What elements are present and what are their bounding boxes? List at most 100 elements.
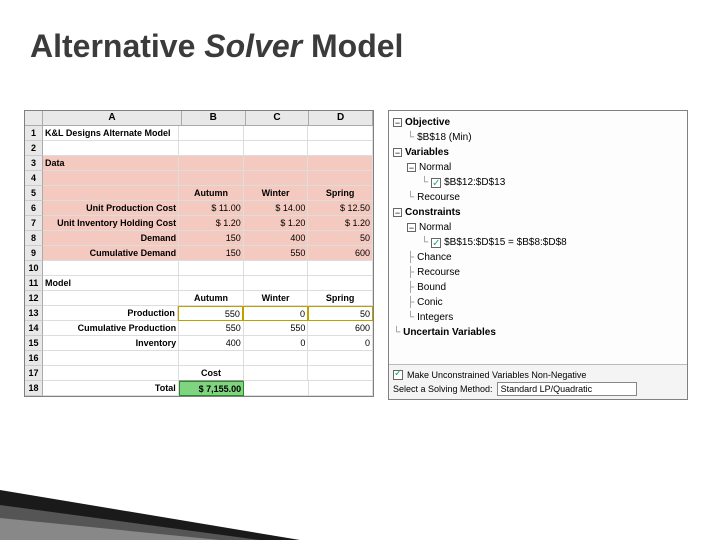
cell-A8[interactable]: Demand xyxy=(43,231,179,246)
row-header[interactable]: 1 xyxy=(25,126,43,141)
tree-variables-normal[interactable]: − Normal xyxy=(393,160,683,175)
cell[interactable] xyxy=(308,261,373,276)
cell-B17[interactable]: Cost xyxy=(179,366,244,381)
row-header[interactable]: 12 xyxy=(25,291,43,306)
row-header[interactable]: 11 xyxy=(25,276,43,291)
tree-recourse2[interactable]: ├ Recourse xyxy=(393,265,683,280)
cell[interactable] xyxy=(43,351,179,366)
cell-D8[interactable]: 50 xyxy=(308,231,373,246)
row-header[interactable]: 3 xyxy=(25,156,43,171)
row-header[interactable]: 14 xyxy=(25,321,43,336)
row-header[interactable]: 5 xyxy=(25,186,43,201)
cell[interactable] xyxy=(179,351,244,366)
cell[interactable] xyxy=(308,156,373,171)
row-header[interactable]: 2 xyxy=(25,141,43,156)
collapse-icon[interactable]: − xyxy=(407,163,416,172)
cell-C7[interactable]: $ 1.20 xyxy=(244,216,309,231)
cell[interactable] xyxy=(179,141,244,156)
tree-variables[interactable]: − Variables xyxy=(393,145,683,160)
row-header[interactable]: 17 xyxy=(25,366,43,381)
cell-D12[interactable]: Spring xyxy=(308,291,373,306)
cell[interactable] xyxy=(244,381,308,396)
cell-B15[interactable]: 400 xyxy=(179,336,244,351)
tree-uncertain[interactable]: └ Uncertain Variables xyxy=(393,325,683,340)
cell-A3[interactable]: Data xyxy=(43,156,179,171)
nonnegative-checkbox[interactable] xyxy=(393,370,403,380)
cell-A11[interactable]: Model xyxy=(43,276,179,291)
cell-C14[interactable]: 550 xyxy=(244,321,309,336)
row-header[interactable]: 6 xyxy=(25,201,43,216)
cell-D7[interactable]: $ 1.20 xyxy=(308,216,373,231)
tree-constraints[interactable]: − Constraints xyxy=(393,205,683,220)
cell[interactable] xyxy=(43,186,179,201)
cell-C5[interactable]: Winter xyxy=(244,186,309,201)
cell-B12[interactable]: Autumn xyxy=(179,291,244,306)
cell-B7[interactable]: $ 1.20 xyxy=(179,216,244,231)
cell-B5[interactable]: Autumn xyxy=(179,186,244,201)
cell-C9[interactable]: 550 xyxy=(244,246,309,261)
cell[interactable] xyxy=(43,291,179,306)
row-header[interactable]: 9 xyxy=(25,246,43,261)
cell-B8[interactable]: 150 xyxy=(179,231,244,246)
cell-B13[interactable]: 550 xyxy=(178,306,243,321)
cell[interactable] xyxy=(244,276,309,291)
cell[interactable] xyxy=(244,171,309,186)
cell-B6[interactable]: $ 11.00 xyxy=(179,201,244,216)
cell-A9[interactable]: Cumulative Demand xyxy=(43,246,179,261)
cell-A13[interactable]: Production xyxy=(43,306,178,321)
cell[interactable] xyxy=(244,156,309,171)
cell[interactable] xyxy=(43,261,179,276)
cell-A6[interactable]: Unit Production Cost xyxy=(43,201,179,216)
col-header-D[interactable]: D xyxy=(309,111,373,125)
cell[interactable] xyxy=(43,141,179,156)
cell-C13[interactable]: 0 xyxy=(243,306,308,321)
cell[interactable] xyxy=(244,141,309,156)
tree-bound[interactable]: ├ Bound xyxy=(393,280,683,295)
cell-D14[interactable]: 600 xyxy=(308,321,373,336)
cell-A18[interactable]: Total xyxy=(43,381,179,396)
tree-conic[interactable]: ├ Conic xyxy=(393,295,683,310)
cell-C8[interactable]: 400 xyxy=(244,231,309,246)
cell-B9[interactable]: 150 xyxy=(179,246,244,261)
cell[interactable] xyxy=(179,156,244,171)
cell[interactable] xyxy=(179,261,244,276)
checkbox-icon[interactable] xyxy=(431,238,441,248)
row-header[interactable]: 18 xyxy=(25,381,43,396)
cell[interactable] xyxy=(244,261,309,276)
cell-D15[interactable]: 0 xyxy=(308,336,373,351)
collapse-icon[interactable]: − xyxy=(393,118,402,127)
cell-A1[interactable]: K&L Designs Alternate Model xyxy=(43,126,179,141)
col-header-B[interactable]: B xyxy=(182,111,246,125)
cell[interactable] xyxy=(308,141,373,156)
col-header-A[interactable]: A xyxy=(43,111,182,125)
tree-objective[interactable]: − Objective xyxy=(393,115,683,130)
tree-constraint-expr[interactable]: └ $B$15:$D$15 = $B$8:$D$8 xyxy=(393,235,683,250)
tree-objective-ref[interactable]: └ $B$18 (Min) xyxy=(393,130,683,145)
cell-B14[interactable]: 550 xyxy=(179,321,244,336)
row-header[interactable]: 13 xyxy=(25,306,43,321)
tree-constraints-normal[interactable]: − Normal xyxy=(393,220,683,235)
row-header[interactable]: 8 xyxy=(25,231,43,246)
cell[interactable] xyxy=(308,366,373,381)
row-header[interactable]: 7 xyxy=(25,216,43,231)
row-header[interactable]: 15 xyxy=(25,336,43,351)
cell[interactable] xyxy=(179,276,244,291)
checkbox-icon[interactable] xyxy=(431,178,441,188)
tree-var-range[interactable]: └ $B$12:$D$13 xyxy=(393,175,683,190)
cell-A14[interactable]: Cumulative Production xyxy=(43,321,179,336)
collapse-icon[interactable]: − xyxy=(407,223,416,232)
sheet-corner[interactable] xyxy=(25,111,43,125)
cell-D5[interactable]: Spring xyxy=(308,186,373,201)
row-header[interactable]: 10 xyxy=(25,261,43,276)
cell-C12[interactable]: Winter xyxy=(244,291,309,306)
cell-C6[interactable]: $ 14.00 xyxy=(244,201,309,216)
cell[interactable] xyxy=(179,126,244,141)
cell[interactable] xyxy=(309,381,373,396)
cell-B18[interactable]: $ 7,155.00 xyxy=(179,381,244,396)
tree-integers[interactable]: └ Integers xyxy=(393,310,683,325)
cell[interactable] xyxy=(244,366,309,381)
tree-chance[interactable]: ├ Chance xyxy=(393,250,683,265)
cell-D13[interactable]: 50 xyxy=(308,306,373,321)
cell-A7[interactable]: Unit Inventory Holding Cost xyxy=(43,216,179,231)
cell-C15[interactable]: 0 xyxy=(244,336,309,351)
